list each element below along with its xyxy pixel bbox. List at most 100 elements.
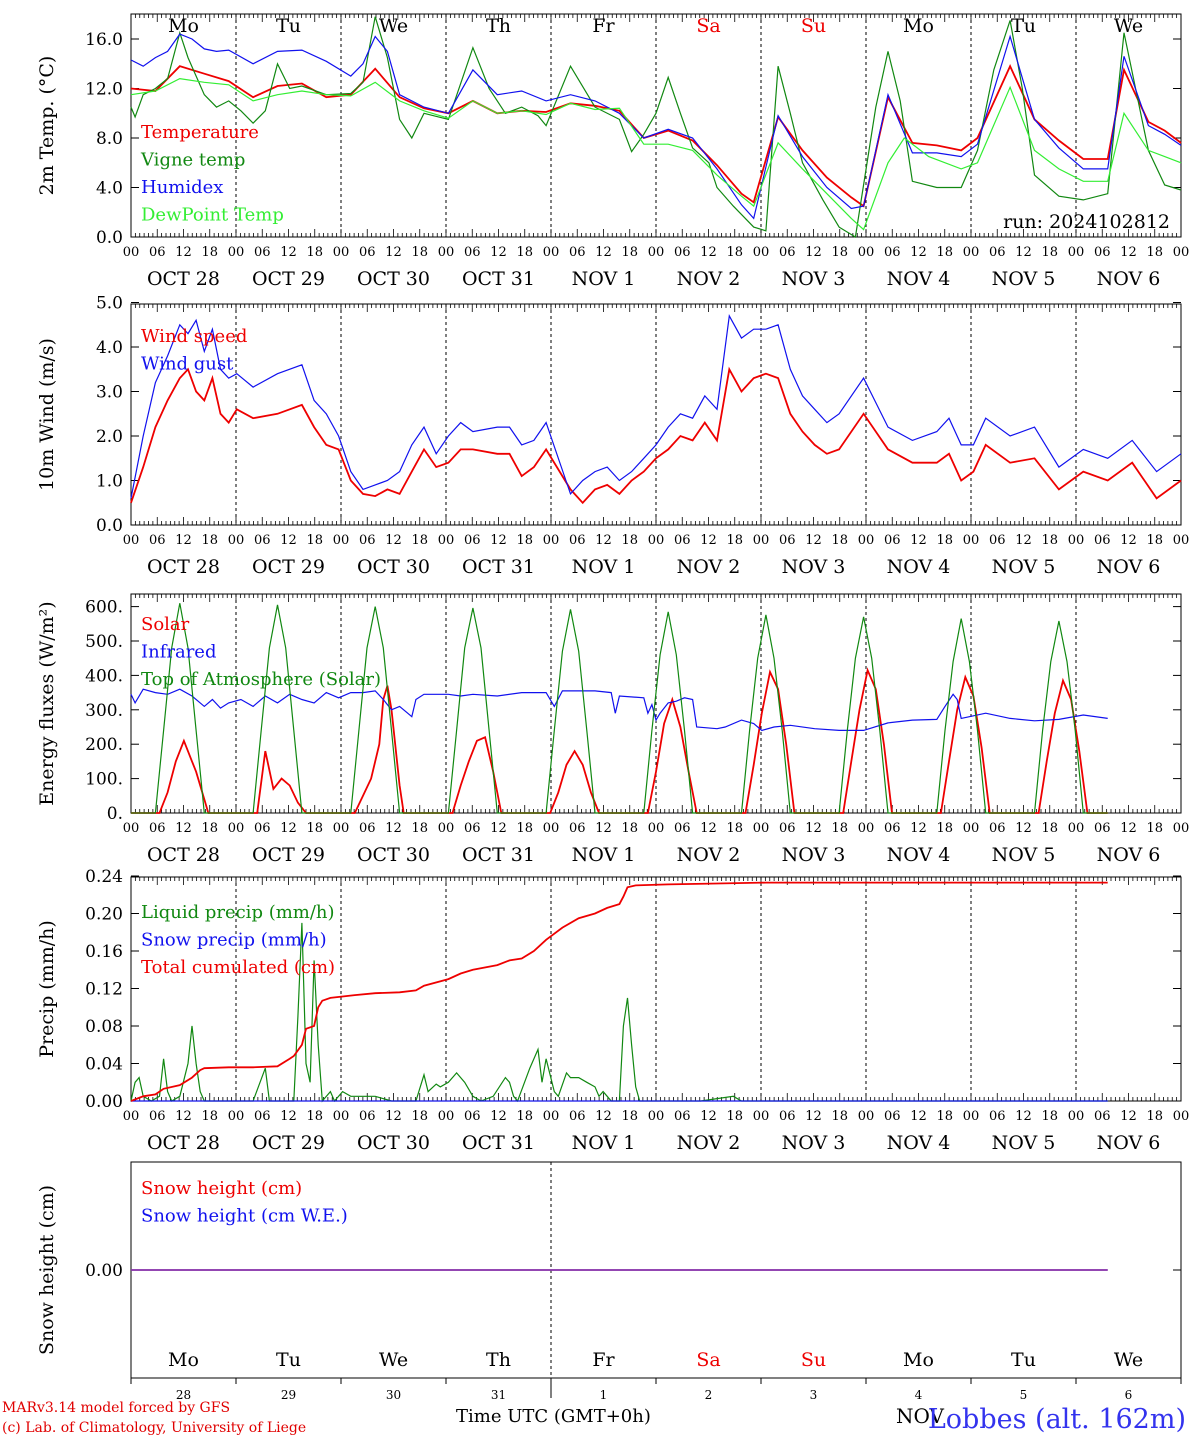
hour-tick-label: 00: [543, 821, 560, 836]
hour-tick-label: 00: [1068, 821, 1085, 836]
date-label: NOV 4: [887, 844, 951, 866]
hour-tick-label: 18: [621, 821, 638, 836]
hour-tick-label: 18: [1146, 821, 1163, 836]
hour-tick-label: 18: [1041, 533, 1058, 548]
y-tick-label: 400.: [85, 666, 123, 686]
day-number-label: 30: [386, 1388, 401, 1402]
day-of-week-label: We: [1114, 15, 1143, 37]
hour-tick-label: 00: [858, 245, 875, 260]
day-of-week-label: Mo: [168, 1349, 199, 1371]
hour-tick-label: 12: [700, 533, 717, 548]
hour-tick-label: 06: [569, 245, 586, 260]
y-tick-label: 16.0: [85, 30, 123, 50]
hour-tick-label: 12: [700, 1109, 717, 1124]
y-tick-label: 600.: [85, 598, 123, 618]
hour-ticks: [130, 304, 1182, 525]
day-number-label: 3: [810, 1388, 818, 1402]
date-label: NOV 3: [782, 844, 846, 866]
hour-tick-label: 18: [936, 1109, 953, 1124]
hour-tick-label: 18: [1041, 1109, 1058, 1124]
hour-tick-label: 00: [753, 1109, 770, 1124]
day-of-week-label: Th: [486, 1349, 511, 1371]
legend-entry: Total cumulated (cm): [141, 957, 335, 978]
hour-tick-label: 06: [1094, 1109, 1111, 1124]
y-axis-label: 2m Temp. (°C): [36, 56, 58, 196]
hour-tick-label: 06: [464, 821, 481, 836]
series-line: [130, 922, 1108, 1103]
date-label: NOV 6: [1097, 556, 1161, 578]
day-of-week-label: Fr: [592, 15, 615, 37]
legend-entry: Liquid precip (mm/h): [141, 902, 335, 923]
date-label: NOV 5: [992, 844, 1056, 866]
hour-tick-label: 12: [280, 1109, 297, 1124]
hour-tick-label: 06: [464, 245, 481, 260]
hour-tick-label: 06: [569, 1109, 586, 1124]
day-number-label: 31: [491, 1388, 506, 1402]
hour-tick-label: 18: [1041, 821, 1058, 836]
date-label: NOV 1: [572, 844, 636, 866]
hour-tick-label: 12: [490, 821, 507, 836]
hour-tick-label: 18: [831, 533, 848, 548]
hour-tick-label: 00: [858, 533, 875, 548]
hour-tick-label: 00: [438, 1109, 455, 1124]
hour-tick-label: 00: [123, 1109, 140, 1124]
hour-tick-label: 06: [254, 1109, 271, 1124]
hour-tick-label: 12: [595, 821, 612, 836]
hour-tick-label: 06: [674, 1109, 691, 1124]
hour-tick-label: 18: [726, 245, 743, 260]
date-label: NOV 4: [887, 1132, 951, 1154]
hour-tick-label: 00: [963, 1109, 980, 1124]
series-line: [130, 881, 1108, 1102]
hour-tick-label: 06: [674, 245, 691, 260]
date-label: NOV 2: [677, 556, 741, 578]
day-of-week-label: Mo: [168, 15, 199, 37]
hour-tick-label: 00: [333, 821, 350, 836]
hour-tick-label: 06: [1094, 821, 1111, 836]
hour-tick-label: 06: [254, 821, 271, 836]
hour-tick-label: 18: [936, 821, 953, 836]
hour-tick-label: 12: [910, 1109, 927, 1124]
date-label: NOV 1: [572, 556, 636, 578]
hour-tick-label: 00: [543, 245, 560, 260]
hour-tick-label: 06: [464, 1109, 481, 1124]
legend-entry: Top of Atmosphere (Solar): [141, 669, 381, 690]
y-tick-label: 0.04: [85, 1055, 123, 1075]
date-label: NOV 4: [887, 268, 951, 290]
legend-entry: Snow precip (mm/h): [141, 930, 327, 951]
hour-tick-label: 12: [1120, 821, 1137, 836]
hour-tick-label: 00: [753, 533, 770, 548]
date-label: NOV 2: [677, 268, 741, 290]
hour-tick-label: 06: [149, 245, 166, 260]
hour-tick-label: 00: [123, 533, 140, 548]
day-number-label: 4: [915, 1388, 923, 1402]
date-label: OCT 28: [147, 268, 220, 290]
date-label: NOV 6: [1097, 1132, 1161, 1154]
hour-tick-label: 06: [149, 821, 166, 836]
day-of-week-label: Mo: [903, 15, 934, 37]
hour-tick-label: 06: [359, 533, 376, 548]
hour-tick-label: 06: [884, 821, 901, 836]
hour-tick-label: 18: [831, 245, 848, 260]
hour-tick-label: 12: [910, 245, 927, 260]
hour-tick-label: 06: [989, 533, 1006, 548]
hour-tick-label: 18: [306, 821, 323, 836]
date-label: NOV 3: [782, 556, 846, 578]
y-tick-label: 500.: [85, 632, 123, 652]
y-tick-label: 4.0: [96, 338, 123, 358]
hour-tick-label: 06: [359, 821, 376, 836]
hour-tick-label: 06: [674, 821, 691, 836]
hour-tick-label: 06: [884, 245, 901, 260]
date-label: OCT 31: [462, 844, 535, 866]
day-number-label: 28: [176, 1388, 191, 1402]
series-line: [131, 667, 1108, 814]
hour-tick-label: 00: [543, 533, 560, 548]
hour-tick-label: 12: [490, 245, 507, 260]
day-of-week-label: Fr: [592, 1349, 615, 1371]
date-label: NOV 5: [992, 556, 1056, 578]
legend-entry: Snow height (cm W.E.): [141, 1206, 348, 1227]
hour-tick-label: 12: [1015, 245, 1032, 260]
series-line: [130, 688, 1108, 732]
hour-tick-label: 12: [1015, 1109, 1032, 1124]
day-number-label: 6: [1125, 1388, 1133, 1402]
hour-tick-label: 18: [726, 533, 743, 548]
